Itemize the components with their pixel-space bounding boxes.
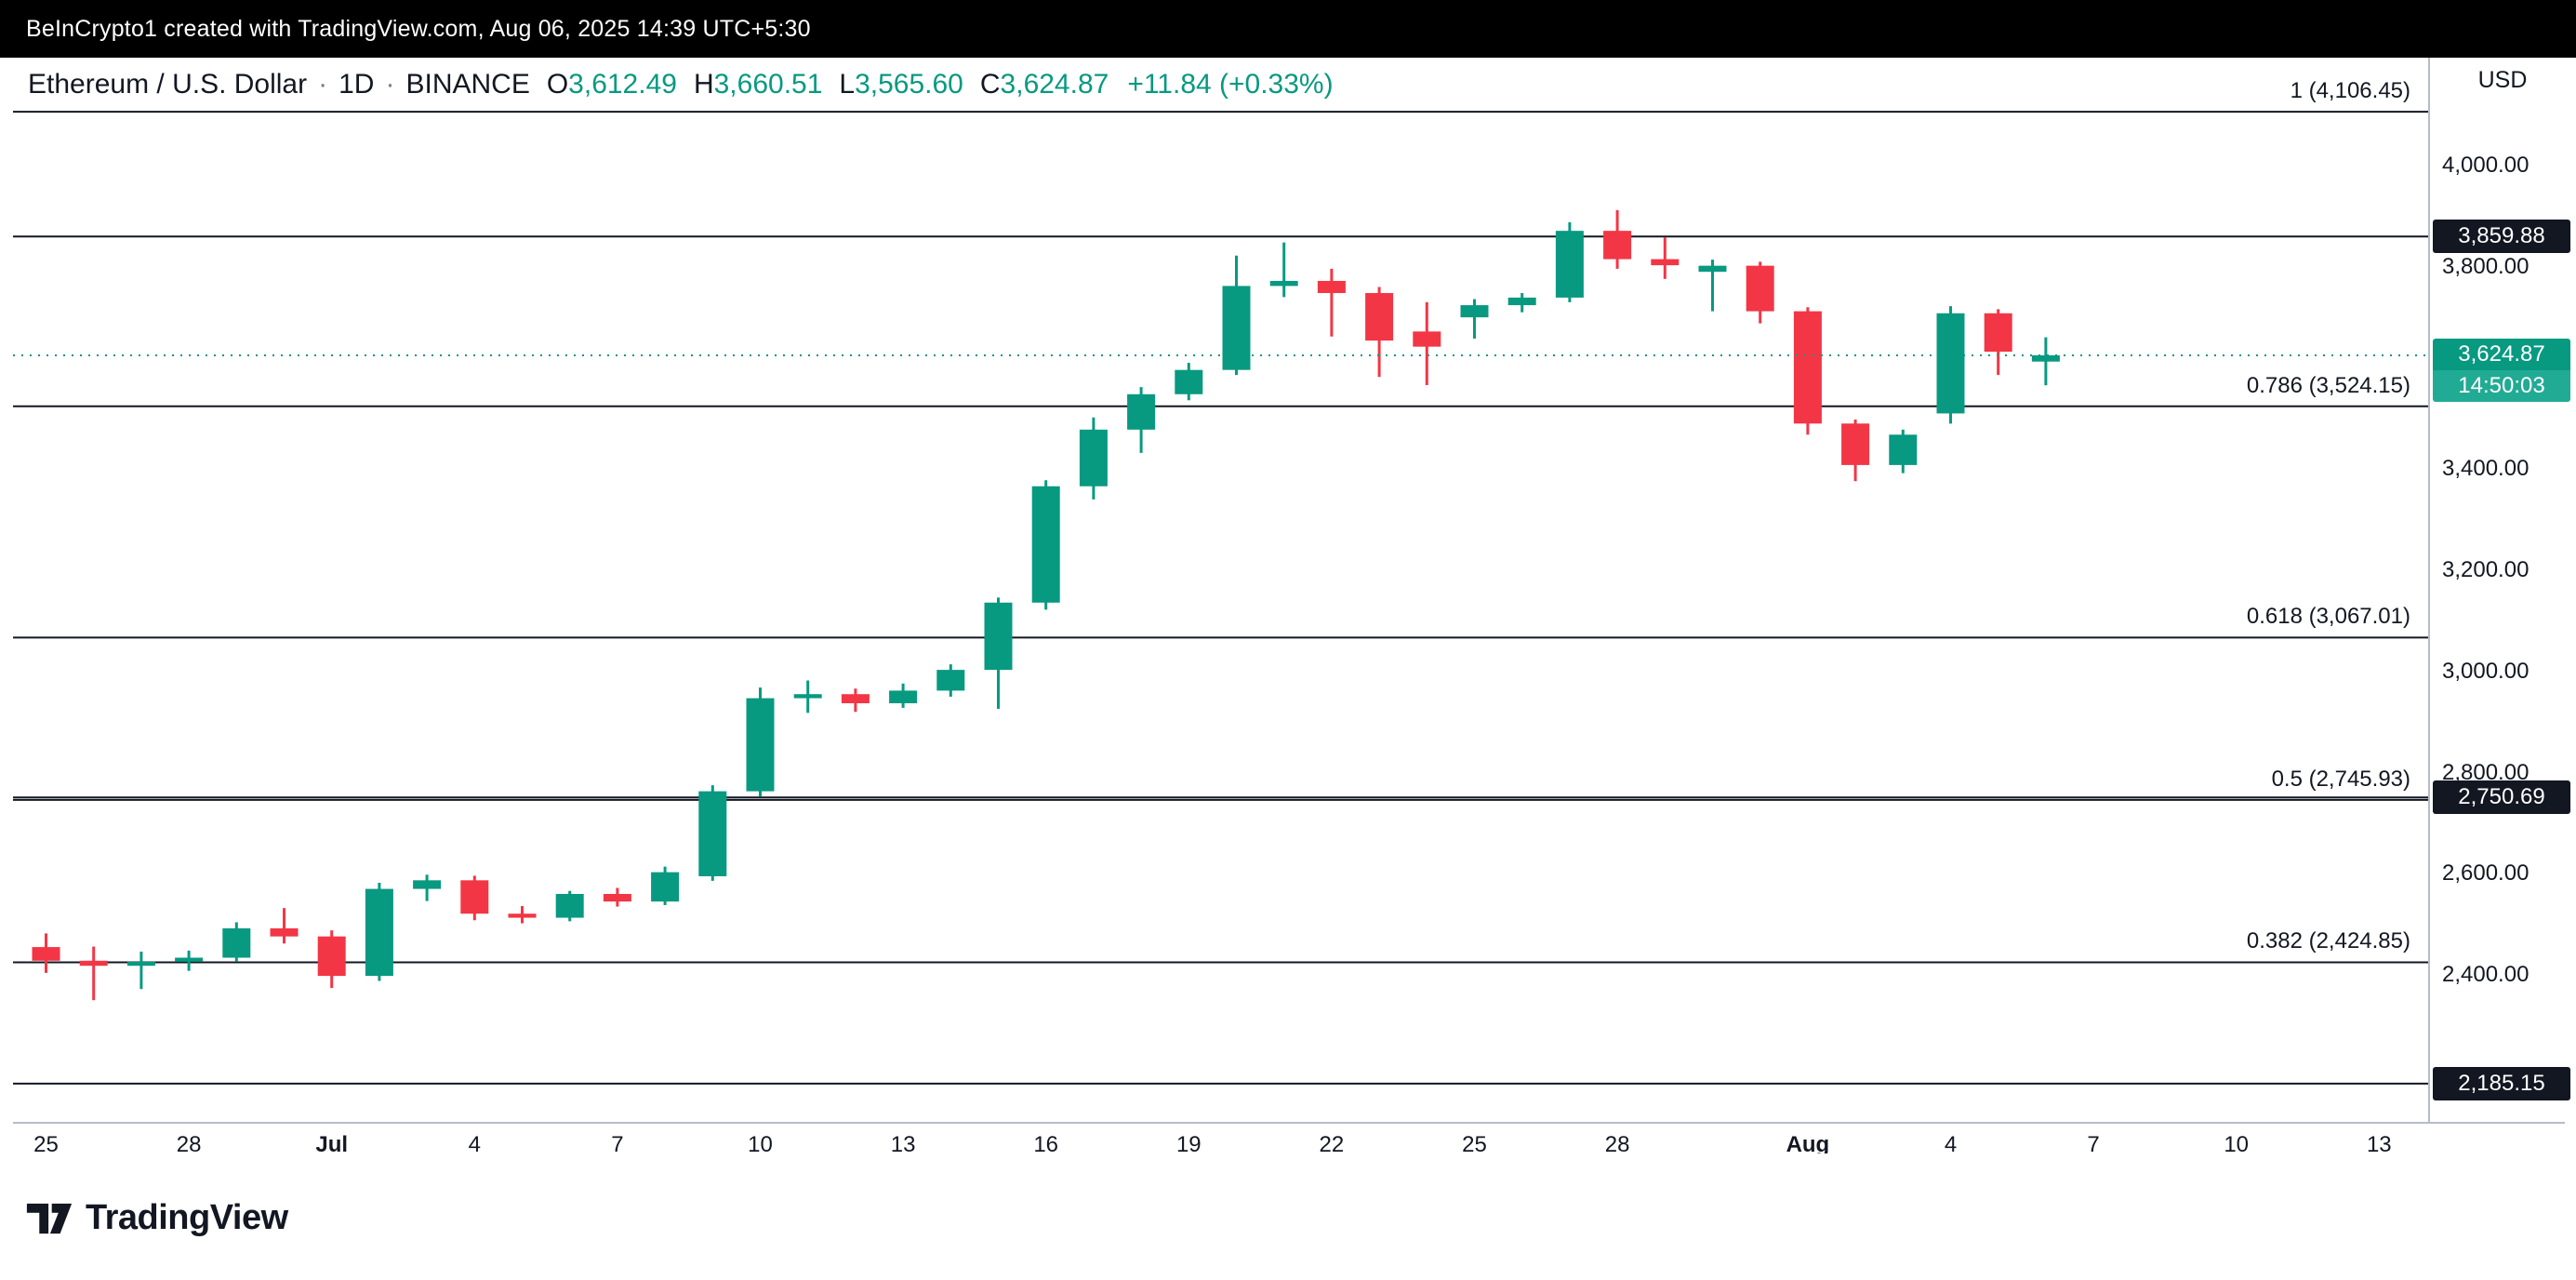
attribution-bar: BeInCrypto1 created with TradingView.com… [0, 0, 2576, 58]
candle-body [841, 694, 870, 704]
candle-body [1984, 313, 2012, 353]
price-tag: 2,185.15 [2433, 1066, 2570, 1100]
candle-body [32, 947, 60, 961]
candle-body [1127, 393, 1156, 430]
candle-body [555, 894, 584, 918]
time-tick-label: Aug [1786, 1132, 1830, 1157]
time-tick-label: 10 [748, 1132, 773, 1157]
candle-body [1507, 297, 1536, 306]
fib-level-label[interactable]: 0.5 (2,745.93) [2271, 766, 2410, 792]
candle-body [1222, 286, 1251, 370]
chart-legend[interactable]: Ethereum / U.S. Dollar · 1D · BINANCE O3… [28, 69, 1334, 100]
time-tick-label: 4 [468, 1132, 481, 1157]
price-tag: 2,750.69 [2433, 780, 2570, 815]
candle-body [603, 894, 631, 902]
candle-body [1460, 305, 1489, 318]
fib-level-label[interactable]: 0.382 (2,424.85) [2246, 928, 2410, 954]
time-tick-label: Jul [315, 1132, 349, 1157]
candle-body [1031, 486, 1060, 603]
price-tick-label: 2,800.00 [2442, 759, 2530, 785]
time-tick-label: 19 [1175, 1132, 1202, 1157]
candle-body [270, 927, 299, 937]
time-tick-label: 25 [1462, 1132, 1487, 1157]
exchange-label: BINANCE [405, 69, 530, 100]
candle-body [365, 888, 393, 977]
candle-body [1793, 311, 1822, 424]
candle-body [460, 880, 489, 914]
candle-body [1269, 280, 1298, 287]
candle-body [698, 791, 727, 876]
price-tick-label: 4,000.00 [2442, 153, 2530, 178]
candle-body [1365, 293, 1394, 341]
candle-body [936, 670, 965, 691]
candle-body [1936, 313, 1965, 414]
time-tick-label: 28 [176, 1132, 202, 1157]
candle-body [889, 690, 918, 704]
price-tick-label: 3,800.00 [2442, 253, 2530, 279]
price-tick-label: 2,600.00 [2442, 860, 2530, 887]
candle-body [984, 602, 1013, 671]
legend-separator: · [385, 69, 395, 100]
time-tick-label: 7 [611, 1132, 624, 1157]
fib-level-label[interactable]: 1 (4,106.45) [2290, 78, 2410, 104]
legend-separator: · [318, 69, 328, 100]
price-tick-label: 3,000.00 [2442, 658, 2530, 684]
candle-body [793, 694, 822, 699]
price-tag: 3,859.88 [2433, 220, 2570, 254]
footer-bar: TradingView [0, 1153, 2576, 1280]
candle-body [1746, 265, 1774, 312]
candle-countdown: 14:50:03 [2433, 369, 2570, 402]
candle-body [413, 880, 442, 889]
candle-body [1317, 280, 1346, 294]
candle-body [175, 957, 204, 962]
price-tick-label: 2,400.00 [2442, 962, 2530, 987]
candle-body [2031, 354, 2060, 362]
price-change: +11.84 (+0.33%) [1127, 69, 1334, 100]
attribution-text: BeInCrypto1 created with TradingView.com… [26, 15, 811, 42]
symbol-title: Ethereum / U.S. Dollar [28, 69, 308, 100]
currency-button[interactable]: USD [2477, 67, 2528, 93]
ohlc-high: H3,660.51 [693, 69, 823, 100]
tradingview-logo-icon [26, 1203, 73, 1233]
candle-body [1841, 423, 1870, 465]
interval-label: 1D [339, 69, 375, 100]
candle-body [508, 913, 537, 918]
candle-body [1555, 231, 1584, 298]
time-tick-label: 4 [1944, 1132, 1958, 1157]
ohlc-close: C3,624.87 [979, 69, 1109, 100]
candle-body [126, 961, 155, 967]
current-price-tag: 3,624.87 14:50:03 [2433, 338, 2570, 402]
candle-body [1175, 369, 1203, 394]
candle-body [1079, 429, 1108, 487]
time-tick-label: 25 [33, 1132, 59, 1157]
candle-body [1651, 259, 1680, 266]
fib-level-label[interactable]: 0.786 (3,524.15) [2246, 372, 2410, 398]
candle-body [79, 960, 108, 967]
candle-body [1889, 434, 1918, 465]
candle-body [222, 927, 251, 958]
candle-body [746, 698, 775, 792]
time-tick-label: 10 [2224, 1132, 2250, 1157]
candle-body [651, 872, 680, 902]
tradingview-logo-text: TradingView [86, 1198, 288, 1237]
ohlc-low: L3,565.60 [839, 69, 963, 100]
price-tick-label: 3,200.00 [2442, 557, 2530, 582]
tradingview-logo[interactable]: TradingView [26, 1198, 288, 1238]
candle-body [1698, 265, 1727, 273]
ohlc-open: O3,612.49 [546, 69, 677, 100]
time-tick-label: 13 [2366, 1132, 2392, 1157]
candle-body [1603, 231, 1632, 260]
time-tick-label: 16 [1033, 1132, 1059, 1157]
current-price-value: 3,624.87 [2433, 338, 2570, 370]
time-tick-label: 22 [1319, 1132, 1345, 1157]
price-tick-label: 3,400.00 [2442, 456, 2530, 482]
time-tick-label: 28 [1604, 1132, 1630, 1157]
time-tick-label: 13 [890, 1132, 916, 1157]
candle-body [1413, 331, 1441, 347]
time-tick-label: 7 [2087, 1132, 2100, 1157]
candle-body [317, 936, 346, 977]
fib-level-label[interactable]: 0.618 (3,067.01) [2246, 604, 2410, 630]
